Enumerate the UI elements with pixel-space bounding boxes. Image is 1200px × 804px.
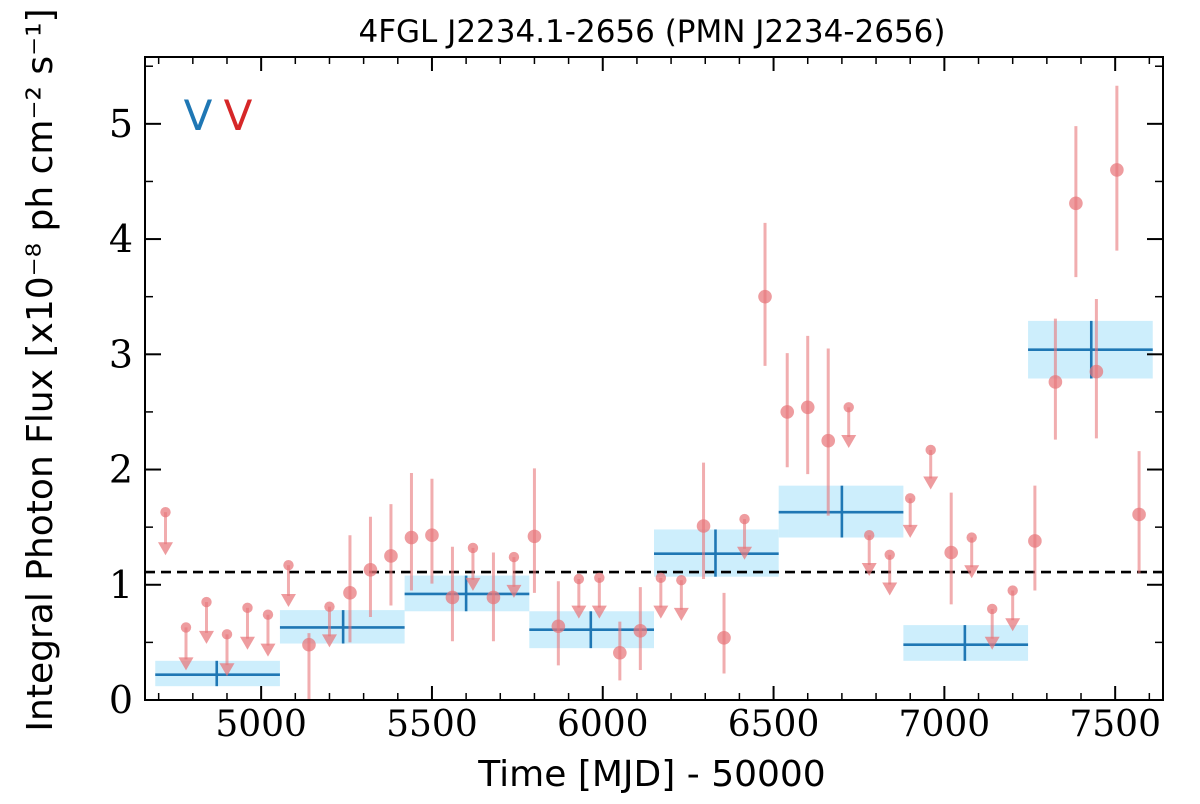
upper-limit-point bbox=[884, 549, 895, 561]
x-tick-label: 6000 bbox=[557, 704, 649, 745]
x-axis-label: Time [MJD] - 50000 bbox=[477, 754, 825, 795]
upper-limit-point bbox=[864, 530, 875, 541]
upper-limit-arrow bbox=[653, 605, 669, 619]
monthly-point bbox=[800, 400, 815, 415]
x-tick-label: 5000 bbox=[215, 704, 307, 745]
chart-title: 4FGL J2234.1-2656 (PMN J2234-2656) bbox=[358, 14, 945, 50]
monthly-point bbox=[717, 630, 731, 645]
upper-limit-point bbox=[594, 572, 605, 584]
upper-limit-point bbox=[925, 444, 936, 456]
yearly-bands bbox=[155, 320, 1153, 687]
upper-limit-arrow bbox=[841, 435, 857, 449]
monthly-point bbox=[821, 433, 836, 448]
upper-limit-arrow bbox=[465, 577, 481, 591]
upper-limit-point bbox=[905, 493, 916, 504]
upper-limit-arrow bbox=[737, 546, 753, 560]
upper-limit-point bbox=[843, 402, 854, 413]
upper-limit-point bbox=[262, 609, 274, 620]
monthly-point bbox=[1089, 364, 1104, 379]
upper-limit-point bbox=[467, 542, 479, 554]
monthly-point bbox=[486, 590, 501, 605]
upper-limit-arrow bbox=[239, 636, 255, 650]
upper-limit-point bbox=[221, 629, 233, 640]
x-tick-label: 7500 bbox=[1069, 704, 1161, 745]
upper-limit-arrow bbox=[964, 565, 980, 579]
upper-limit-point bbox=[1007, 585, 1018, 596]
upper-limit-arrow bbox=[280, 594, 296, 608]
y-tick-label: 3 bbox=[109, 332, 133, 376]
monthly-point bbox=[551, 619, 566, 634]
monthly-point bbox=[384, 549, 398, 563]
upper-limit-arrow bbox=[673, 607, 689, 621]
upper-limit-point bbox=[180, 622, 192, 633]
upper-limits bbox=[157, 402, 1021, 677]
upper-limit-arrow bbox=[882, 582, 898, 596]
monthly-point bbox=[944, 545, 959, 560]
marker-v-label: V bbox=[224, 91, 253, 140]
monthly-point bbox=[527, 529, 542, 544]
upper-limit-arrow bbox=[984, 636, 1000, 650]
upper-limit-point bbox=[573, 573, 585, 585]
upper-limit-arrow bbox=[1005, 618, 1021, 632]
monthly-point bbox=[696, 519, 711, 533]
upper-limit-point bbox=[201, 596, 212, 608]
monthly-point bbox=[633, 624, 648, 638]
upper-limit-arrow bbox=[198, 630, 214, 644]
upper-limit-arrow bbox=[321, 634, 337, 648]
y-tick-label: 5 bbox=[109, 102, 133, 146]
y-tick-label: 0 bbox=[109, 678, 133, 722]
monthly-point bbox=[1028, 534, 1042, 548]
y-tick-label: 2 bbox=[109, 448, 133, 492]
monthly-point bbox=[1048, 375, 1063, 389]
x-tick-label: 7000 bbox=[899, 704, 991, 745]
upper-limit-arrow bbox=[861, 562, 877, 576]
monthly-point bbox=[343, 586, 357, 600]
upper-limit-point bbox=[739, 513, 750, 525]
monthly-point bbox=[425, 528, 439, 543]
upper-limit-point bbox=[676, 574, 687, 586]
axes: 5000 5500 6000 6500 7000 7500 0 1 2 3 4 5 bbox=[109, 56, 1164, 745]
monthly-point bbox=[302, 637, 316, 652]
upper-limit-arrow bbox=[571, 605, 587, 619]
monthly-point bbox=[613, 645, 627, 660]
monthly-point bbox=[1132, 507, 1146, 522]
monthly-point bbox=[758, 289, 772, 304]
upper-limit-point bbox=[508, 551, 520, 563]
x-tick-label: 5500 bbox=[386, 704, 478, 745]
monthly-point bbox=[404, 530, 419, 545]
upper-limit-arrow bbox=[178, 657, 194, 671]
upper-limit-arrow bbox=[219, 663, 235, 677]
upper-limit-point bbox=[160, 506, 171, 518]
yearly-points bbox=[155, 320, 1153, 687]
monthly-point bbox=[1069, 196, 1083, 211]
upper-limit-arrow bbox=[506, 584, 522, 598]
upper-limit-arrow bbox=[591, 605, 607, 619]
upper-limit-arrow bbox=[260, 643, 276, 657]
monthly-point bbox=[780, 405, 795, 419]
upper-limit-point bbox=[242, 602, 253, 614]
y-tick-label: 4 bbox=[109, 217, 133, 261]
upper-limit-arrow bbox=[157, 542, 173, 556]
monthly-point bbox=[363, 562, 378, 577]
upper-limit-arrow bbox=[902, 524, 918, 538]
upper-limit-point bbox=[966, 532, 977, 543]
upper-limit-point bbox=[986, 603, 998, 615]
x-tick-label: 6500 bbox=[728, 704, 820, 745]
monthly-points bbox=[302, 85, 1146, 700]
plot-frame bbox=[144, 56, 1164, 701]
monthly-point bbox=[445, 590, 460, 605]
upper-limit-arrow bbox=[923, 476, 939, 490]
y-tick-label: 1 bbox=[109, 563, 133, 607]
upper-limit-point bbox=[655, 572, 667, 584]
upper-limit-point bbox=[324, 601, 335, 612]
upper-limit-point bbox=[283, 559, 294, 571]
y-axis-label: Integral Photon Flux [x10⁻⁸ ph cm⁻² s⁻¹] bbox=[20, 8, 61, 731]
monthly-point bbox=[1110, 163, 1124, 177]
marker-v-label: V bbox=[184, 91, 213, 140]
